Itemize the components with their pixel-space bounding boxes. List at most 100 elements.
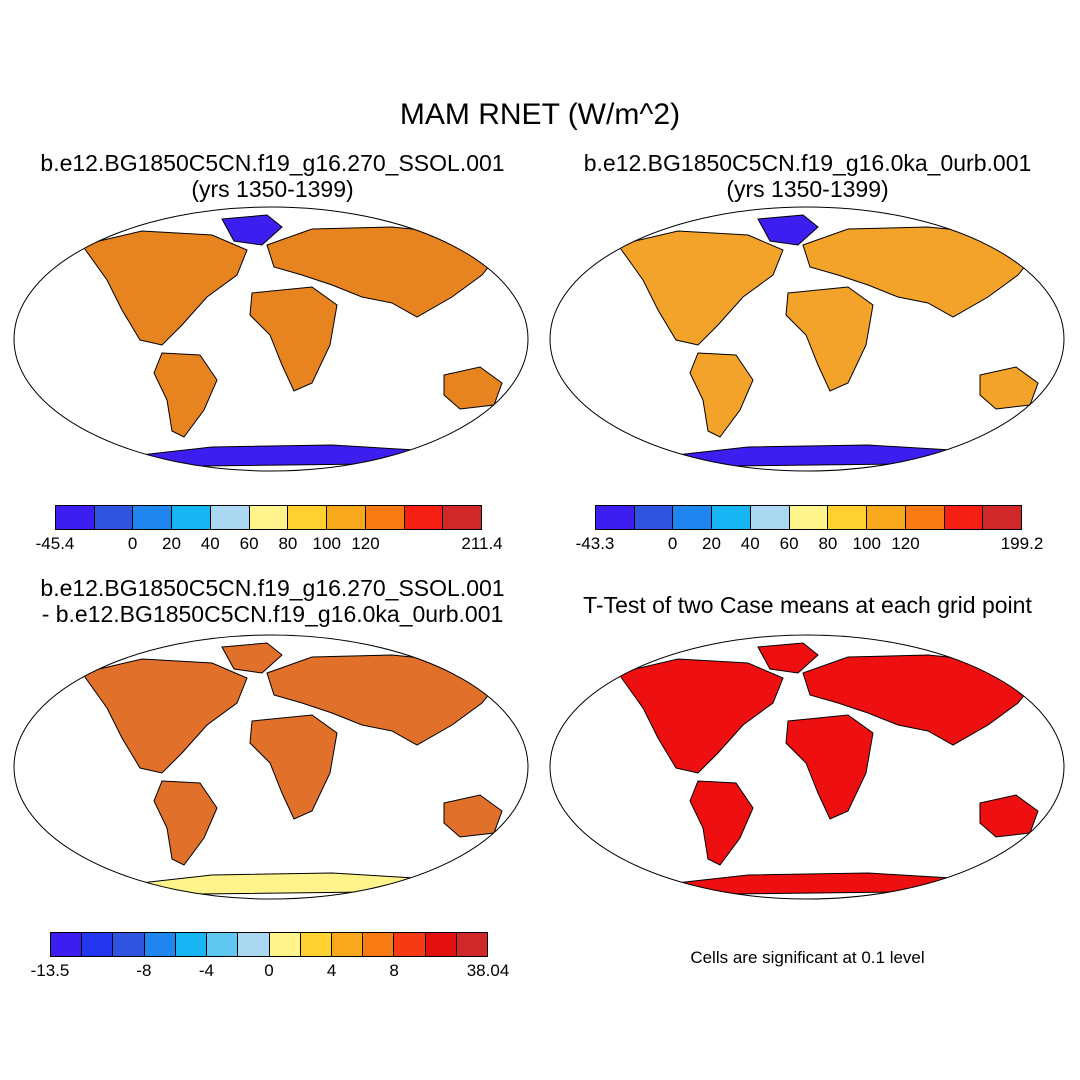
colorbar-swatch <box>750 506 790 529</box>
colorbar-tick-label: 20 <box>701 534 721 553</box>
continent-south-america <box>689 352 754 438</box>
continent-africa <box>249 286 338 392</box>
colorbar-3 <box>50 932 488 957</box>
colorbar-swatch <box>94 506 134 529</box>
colorbar-swatch <box>269 933 301 956</box>
colorbar-swatch <box>673 506 713 529</box>
colorbar-swatch <box>172 506 211 529</box>
continent-greenland <box>221 214 283 246</box>
panel2-title-line2: (yrs 1350-1399) <box>726 176 889 202</box>
panel3-title-line2: - b.e12.BG1850C5CN.f19_g16.0ka_0urb.001 <box>41 601 504 627</box>
continent-europe-asia <box>266 226 503 318</box>
continent-north-america <box>617 658 784 774</box>
colorbar-swatch <box>363 933 395 956</box>
colorbar-tick-label: 20 <box>161 534 181 553</box>
panel1-map <box>13 206 529 472</box>
colorbar-swatch <box>82 933 114 956</box>
colorbar-swatch <box>327 506 366 529</box>
continent-africa <box>785 286 874 392</box>
colorbar-tick-label: 100 <box>852 534 881 553</box>
panel2-title-line1: b.e12.BG1850C5CN.f19_g16.0ka_0urb.001 <box>583 150 1032 176</box>
continent-australia <box>979 794 1039 838</box>
continent-south-america <box>153 352 218 438</box>
colorbar-swatch <box>596 506 635 529</box>
continent-europe-asia <box>266 654 503 746</box>
continent-greenland <box>757 214 819 246</box>
colorbar-tick-label: 0 <box>667 534 678 553</box>
colorbar-swatch <box>238 933 270 956</box>
continent-australia <box>443 366 503 410</box>
colorbar-1 <box>55 505 482 530</box>
colorbar-swatch <box>113 933 145 956</box>
continent-greenland <box>757 642 819 674</box>
colorbar-3-ticks: -13.5 -8 -4 0 4 8 38.04 <box>31 961 510 983</box>
colorbar-swatch <box>944 506 984 529</box>
colorbar-swatch <box>210 506 250 529</box>
continent-greenland <box>221 642 283 674</box>
colorbar-tick-label: 0 <box>264 961 274 980</box>
colorbar-swatch <box>331 933 364 956</box>
colorbar-tick-label: -43.3 <box>575 534 615 553</box>
colorbar-tick-label: 40 <box>740 534 760 553</box>
panel3-title: b.e12.BG1850C5CN.f19_g16.270_SSOL.001 - … <box>20 575 525 627</box>
colorbar-tick-label: -13.5 <box>30 961 70 980</box>
colorbar-tick-label: 60 <box>239 534 259 553</box>
continent-south-america <box>689 780 754 866</box>
panel3-map <box>13 634 529 900</box>
continent-antarctica <box>646 444 990 468</box>
colorbar-swatch <box>288 506 328 529</box>
colorbar-swatch <box>394 933 426 956</box>
continent-antarctica <box>110 444 454 468</box>
colorbar-tick-label: 80 <box>818 534 838 553</box>
continent-australia <box>979 366 1039 410</box>
map-border <box>549 206 1065 472</box>
colorbar-tick-label: -8 <box>136 961 152 980</box>
continent-north-america <box>81 658 248 774</box>
colorbar-swatch <box>983 506 1022 529</box>
panel4-title-line2: T-Test of two Case means at each grid po… <box>583 592 1032 618</box>
continent-africa <box>785 714 874 820</box>
panel3-title-line1: b.e12.BG1850C5CN.f19_g16.270_SSOL.001 <box>40 575 505 601</box>
continent-antarctica <box>110 872 454 896</box>
continent-north-america <box>81 230 248 346</box>
colorbar-swatch <box>207 933 239 956</box>
panel4-map <box>549 634 1065 900</box>
colorbar-tick-label: -45.4 <box>35 534 75 553</box>
continent-north-america <box>617 230 784 346</box>
map-border <box>13 634 529 900</box>
map-border <box>13 206 529 472</box>
colorbar-swatch <box>905 506 945 529</box>
colorbar-swatch <box>365 506 405 529</box>
colorbar-tick-label: 40 <box>200 534 220 553</box>
continent-europe-asia <box>802 654 1039 746</box>
panel1-title-line2: (yrs 1350-1399) <box>191 176 354 202</box>
colorbar-tick-label: 4 <box>326 961 337 980</box>
colorbar-tick-label: 0 <box>127 534 138 553</box>
panel2-title: b.e12.BG1850C5CN.f19_g16.0ka_0urb.001 (y… <box>555 150 1060 202</box>
colorbar-tick-label: 100 <box>312 534 341 553</box>
colorbar-tick-label: 80 <box>278 534 298 553</box>
colorbar-swatch <box>443 506 482 529</box>
figure-title: MAM RNET (W/m^2) <box>399 98 681 131</box>
panel2-map <box>549 206 1065 472</box>
colorbar-tick-label: 211.4 <box>461 534 503 553</box>
colorbar-tick-label: 120 <box>351 534 380 553</box>
continent-europe-asia <box>802 226 1039 318</box>
colorbar-swatch <box>404 506 444 529</box>
colorbar-swatch <box>712 506 751 529</box>
colorbar-swatch <box>133 506 173 529</box>
colorbar-2-ticks: -43.3 0 20 40 60 80 100 120 199.2 <box>576 534 1044 556</box>
panel1-title-line1: b.e12.BG1850C5CN.f19_g16.270_SSOL.001 <box>40 150 505 176</box>
continent-antarctica <box>646 872 990 896</box>
panel4-title: T-Test of two Case means at each grid po… <box>555 592 1060 618</box>
colorbar-swatch <box>300 933 332 956</box>
colorbar-swatch <box>828 506 868 529</box>
colorbar-swatch <box>56 506 95 529</box>
colorbar-tick-label: 60 <box>779 534 799 553</box>
colorbar-swatch <box>634 506 674 529</box>
colorbar-swatch <box>249 506 289 529</box>
colorbar-swatch <box>425 933 457 956</box>
colorbar-tick-label: 199.2 <box>1000 534 1044 553</box>
colorbar-2 <box>595 505 1022 530</box>
significance-note: Cells are significant at 0.1 level <box>690 948 925 967</box>
